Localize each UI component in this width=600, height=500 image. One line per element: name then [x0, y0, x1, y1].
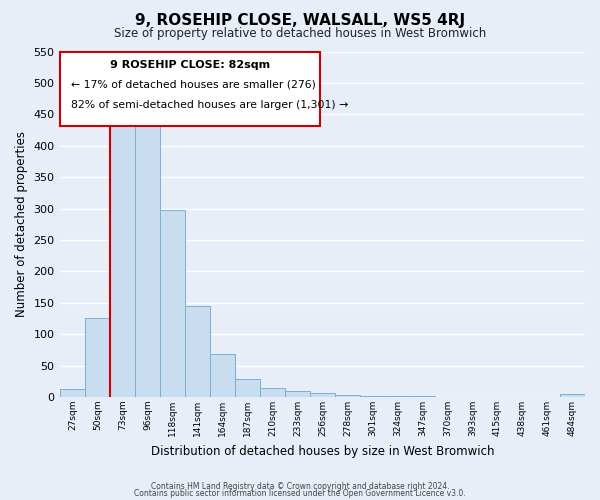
Bar	[185, 306, 210, 397]
Y-axis label: Number of detached properties: Number of detached properties	[15, 132, 28, 318]
Text: Size of property relative to detached houses in West Bromwich: Size of property relative to detached ho…	[114, 28, 486, 40]
Text: Contains public sector information licensed under the Open Government Licence v3: Contains public sector information licen…	[134, 490, 466, 498]
Bar	[310, 393, 335, 397]
Bar	[260, 388, 285, 397]
X-axis label: Distribution of detached houses by size in West Bromwich: Distribution of detached houses by size …	[151, 444, 494, 458]
Bar	[135, 122, 160, 397]
Bar	[60, 390, 85, 397]
Bar	[110, 116, 135, 397]
FancyBboxPatch shape	[60, 52, 320, 126]
Text: Contains HM Land Registry data © Crown copyright and database right 2024.: Contains HM Land Registry data © Crown c…	[151, 482, 449, 491]
Bar	[160, 210, 185, 397]
Bar	[235, 380, 260, 397]
Bar	[285, 390, 310, 397]
Text: 9 ROSEHIP CLOSE: 82sqm: 9 ROSEHIP CLOSE: 82sqm	[110, 60, 270, 70]
Text: 9, ROSEHIP CLOSE, WALSALL, WS5 4RJ: 9, ROSEHIP CLOSE, WALSALL, WS5 4RJ	[135, 12, 465, 28]
Bar	[210, 354, 235, 397]
Text: 82% of semi-detached houses are larger (1,301) →: 82% of semi-detached houses are larger (…	[71, 100, 348, 110]
Bar	[85, 318, 110, 397]
Bar	[410, 396, 435, 397]
Bar	[360, 396, 385, 397]
Bar	[385, 396, 410, 397]
Bar	[335, 395, 360, 397]
Bar	[560, 394, 585, 397]
Text: ← 17% of detached houses are smaller (276): ← 17% of detached houses are smaller (27…	[71, 79, 316, 89]
